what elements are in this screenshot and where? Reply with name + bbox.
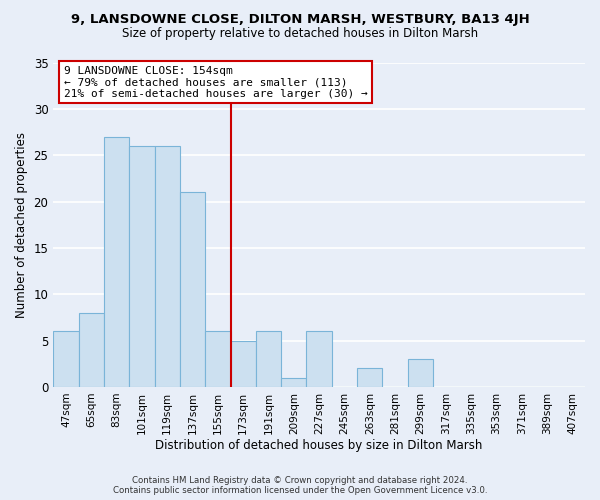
Bar bbox=[79, 313, 104, 387]
Bar bbox=[307, 332, 332, 387]
Bar bbox=[408, 359, 433, 387]
Bar bbox=[53, 332, 79, 387]
Bar bbox=[357, 368, 382, 387]
Text: 9 LANSDOWNE CLOSE: 154sqm
← 79% of detached houses are smaller (113)
21% of semi: 9 LANSDOWNE CLOSE: 154sqm ← 79% of detac… bbox=[64, 66, 368, 99]
Y-axis label: Number of detached properties: Number of detached properties bbox=[15, 132, 28, 318]
Text: 9, LANSDOWNE CLOSE, DILTON MARSH, WESTBURY, BA13 4JH: 9, LANSDOWNE CLOSE, DILTON MARSH, WESTBU… bbox=[71, 12, 529, 26]
Text: Size of property relative to detached houses in Dilton Marsh: Size of property relative to detached ho… bbox=[122, 28, 478, 40]
Bar bbox=[129, 146, 155, 387]
Bar bbox=[155, 146, 180, 387]
Bar bbox=[104, 136, 129, 387]
Bar bbox=[256, 332, 281, 387]
Bar bbox=[281, 378, 307, 387]
Text: Contains HM Land Registry data © Crown copyright and database right 2024.
Contai: Contains HM Land Registry data © Crown c… bbox=[113, 476, 487, 495]
Bar bbox=[230, 340, 256, 387]
Bar bbox=[205, 332, 230, 387]
Bar bbox=[180, 192, 205, 387]
X-axis label: Distribution of detached houses by size in Dilton Marsh: Distribution of detached houses by size … bbox=[155, 440, 483, 452]
